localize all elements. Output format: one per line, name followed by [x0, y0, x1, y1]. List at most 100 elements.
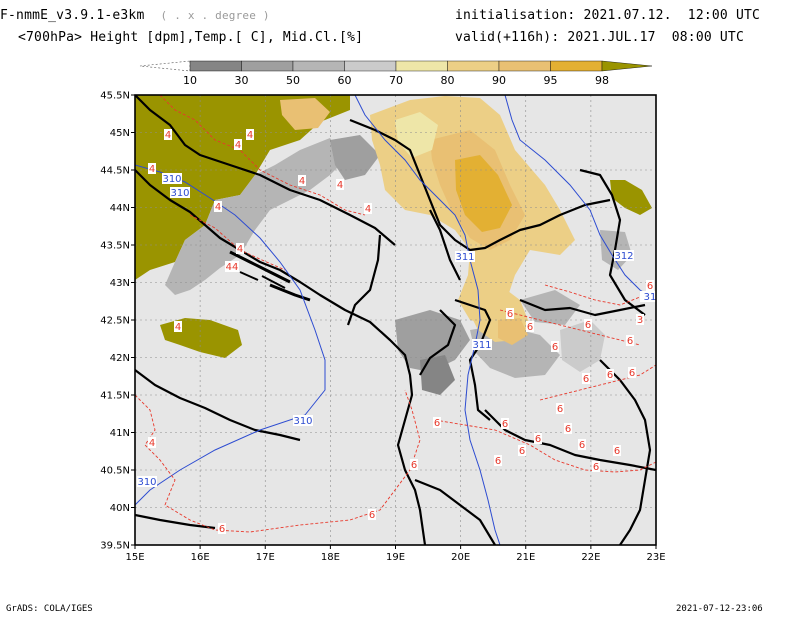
temperature-label-bg — [410, 459, 418, 470]
colorbar-label: 70 — [389, 74, 403, 87]
temperature-label-bg — [626, 335, 634, 346]
longitude-label: 18E — [321, 552, 340, 563]
height-label-bg — [640, 291, 656, 302]
temperature-label-bg — [526, 321, 534, 332]
colorbar-label: 98 — [595, 74, 609, 87]
longitude-label: 22E — [581, 552, 600, 563]
temperature-label-bg — [613, 445, 621, 456]
temperature-contour-label: 6 — [369, 510, 375, 521]
temperature-label-bg — [494, 455, 502, 466]
temperature-contour-label: 6 — [583, 374, 589, 385]
temperature-label-bg — [214, 201, 222, 212]
temperature-contour-label: 6 — [507, 309, 513, 320]
projection-note: ( . x . degree ) — [160, 9, 270, 22]
temperature-contour-label: 6 — [629, 368, 635, 379]
colorbar-label: 95 — [544, 74, 558, 87]
height-contour-labels: 310 310 311 311 312 31 310 310 — [137, 173, 657, 488]
height-contour-label: 310 — [162, 174, 181, 185]
footer-timestamp: 2021-07-12-23:06 — [676, 604, 763, 614]
temperature-label-bg — [606, 369, 614, 380]
colorbar-label: 30 — [235, 74, 249, 87]
coastline-borders — [135, 95, 656, 545]
temperature-label-bg — [368, 509, 376, 520]
latitude-label: 45.5N — [100, 91, 130, 102]
valid-line: valid(+116h): 2021.JUL.17 08:00 UTC — [455, 30, 744, 45]
temperature-label-bg — [628, 367, 636, 378]
valid-time: 08:00 UTC — [671, 30, 744, 45]
height-label-bg — [293, 415, 313, 426]
latitude-label: 41N — [110, 428, 130, 439]
colorbar-labels: 10 30 50 60 70 80 90 95 98 — [183, 74, 609, 87]
height-contour-label: 311 — [472, 340, 491, 351]
temperature-label-bg — [584, 319, 592, 330]
height-contour-label: 311 — [455, 252, 474, 263]
longitude-labels: 15E 16E 17E 18E 19E 20E 21E 22E 23E — [125, 552, 665, 563]
temperature-contour-label: 4 — [299, 176, 305, 187]
latitude-label: 40N — [110, 503, 130, 514]
longitude-label: 17E — [256, 552, 275, 563]
height-contour-label: 31 — [644, 292, 657, 303]
temperature-contour-label: 44 — [226, 262, 239, 273]
temperature-label-bg — [636, 314, 644, 325]
temperature-label-bg — [506, 308, 514, 319]
valid-label: valid(+116h): — [455, 30, 560, 45]
colorbar-label: 90 — [492, 74, 506, 87]
cloud-tan-areas — [280, 96, 575, 345]
temperature-label-bg — [298, 175, 306, 186]
temperature-label-bg — [174, 321, 182, 332]
temperature-contour-label: 6 — [552, 342, 558, 353]
colorbar-label: 80 — [441, 74, 455, 87]
temperature-contour-label: 4 — [149, 438, 155, 449]
init-time: 12:00 UTC — [687, 8, 761, 23]
temperature-contour-label: 6 — [607, 370, 613, 381]
height-contour-label: 312 — [614, 251, 633, 262]
temperature-contour-label: 4 — [247, 130, 253, 141]
colorbar-label: 60 — [338, 74, 352, 87]
temperature-label-bg — [164, 129, 172, 140]
height-contours — [135, 95, 656, 545]
longitude-label: 16E — [191, 552, 210, 563]
temperature-label-bg — [582, 373, 590, 384]
temperature-label-bg — [556, 403, 564, 414]
longitude-label: 19E — [386, 552, 405, 563]
temperature-contour-label: 6 — [519, 446, 525, 457]
temperature-contour-label: 4 — [337, 180, 343, 191]
temperature-contour-label: 4 — [237, 244, 243, 255]
temperature-contour-label: 4 — [149, 164, 155, 175]
temperature-label-bg — [551, 341, 559, 352]
temperature-label-bg — [234, 139, 242, 150]
temperature-contour-label: 6 — [495, 456, 501, 467]
height-label-bg — [137, 476, 157, 487]
temperature-contour-label: 3 — [637, 315, 643, 326]
temperature-contour-label: 6 — [579, 440, 585, 451]
temperature-label-bg — [433, 417, 441, 428]
temperature-contour-label: 4 — [165, 130, 171, 141]
valid-date: 2021.JUL.17 — [567, 30, 656, 45]
axis-ticks — [131, 94, 657, 549]
init-date: 2021.07.12. — [583, 8, 672, 23]
temperature-label-bg — [501, 418, 509, 429]
latitude-label: 40.5N — [100, 466, 130, 477]
latitude-label: 44.5N — [100, 166, 130, 177]
temperature-contour-label: 4 — [175, 322, 181, 333]
temperature-contour-label: 6 — [614, 446, 620, 457]
height-label-bg — [170, 187, 190, 198]
temperature-contour-label: 6 — [502, 419, 508, 430]
chart-subtitle: <700hPa> Height [dpm],Temp.[ C], Mid.Cl.… — [18, 30, 364, 45]
temperature-label-bg — [236, 243, 244, 254]
cloud-gray-areas — [165, 135, 632, 395]
temperature-label-bg — [592, 461, 600, 472]
latitude-label: 43.5N — [100, 241, 130, 252]
temperature-contour-label: 6 — [627, 336, 633, 347]
temperature-label-bg — [218, 523, 226, 534]
temperature-label-bg — [364, 203, 372, 214]
temperature-label-bg — [646, 280, 654, 291]
temperature-contour-label: 6 — [434, 418, 440, 429]
temperature-label-bg — [148, 163, 156, 174]
temperature-contour-label: 6 — [593, 462, 599, 473]
longitude-label: 21E — [516, 552, 535, 563]
latitude-label: 44N — [110, 203, 130, 214]
